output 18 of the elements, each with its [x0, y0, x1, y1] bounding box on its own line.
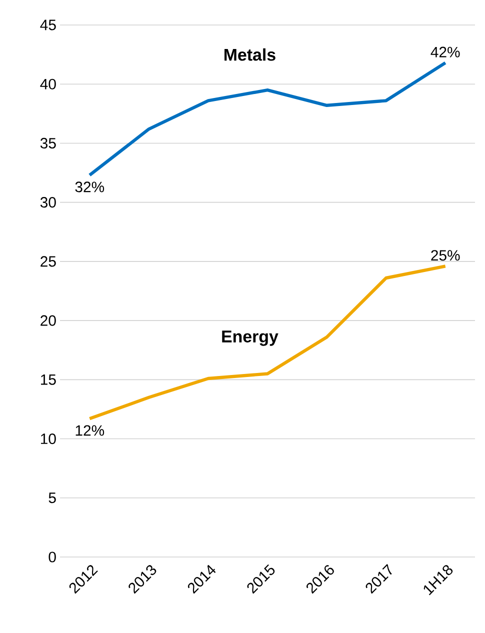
line-series — [88, 61, 447, 177]
line-series — [88, 264, 447, 420]
y-tick-label: 30 — [40, 197, 56, 208]
y-tick-label: 25 — [40, 256, 56, 267]
y-tick-label: 40 — [40, 78, 56, 90]
data-label: 32% — [75, 182, 104, 192]
series-label: Energy — [222, 330, 278, 346]
y-tick-label: 10 — [41, 433, 56, 444]
data-label: 42% — [430, 46, 460, 58]
y-tick-label: 20 — [40, 315, 56, 326]
data-label: 25% — [431, 250, 460, 261]
y-tick-label: 5 — [48, 492, 56, 504]
y-tick-label: 45 — [40, 20, 56, 30]
y-tick-label: 0 — [48, 552, 56, 562]
y-tick-label: 15 — [41, 374, 56, 385]
series-label: Metals — [224, 48, 276, 61]
data-label: 12% — [76, 425, 104, 436]
y-tick-label: 35 — [40, 138, 56, 149]
